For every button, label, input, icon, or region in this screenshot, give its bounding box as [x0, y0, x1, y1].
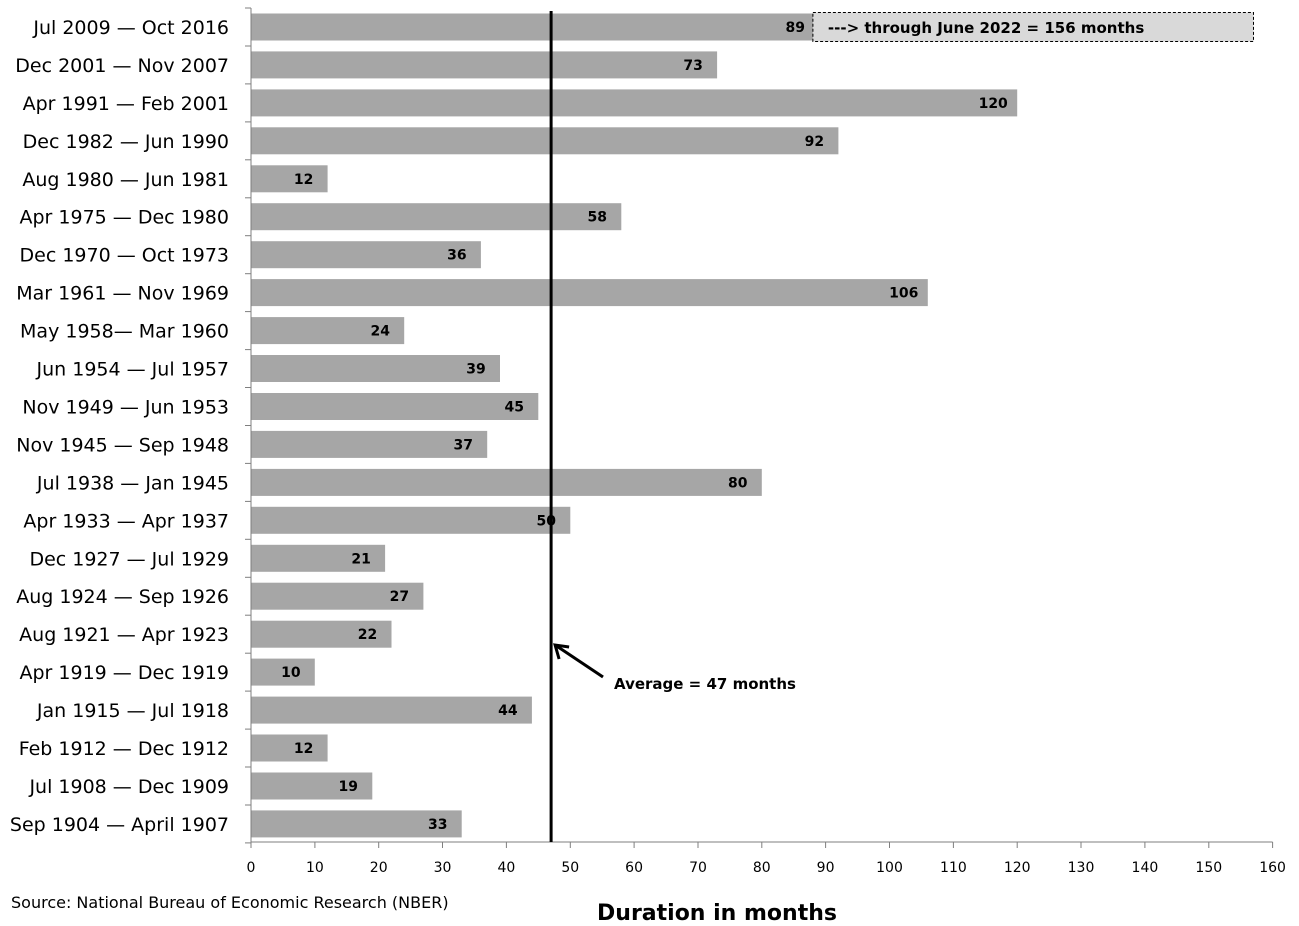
x-tick-label: 40 [497, 860, 515, 876]
x-tick-label: 20 [370, 860, 388, 876]
category-label: Sep 1904 — April 1907 [10, 814, 229, 836]
x-tick-label: 60 [625, 860, 643, 876]
x-tick-label: 30 [434, 860, 452, 876]
axes: Jul 2009 — Oct 2016 Dec 2001 — Nov 2007 Ap… [10, 7, 1286, 876]
average-label: Average = 47 months [614, 675, 796, 693]
bar-value-label: 27 [390, 589, 409, 605]
bar-value-label: 21 [351, 551, 370, 567]
bar [251, 506, 571, 534]
category-label: Dec 1927 — Jul 1929 [29, 548, 229, 570]
category-label: Nov 1949 — Jun 1953 [22, 397, 229, 419]
x-tick-label: 10 [306, 860, 324, 876]
bar-value-label: 50 [537, 513, 557, 529]
bar-value-label: 19 [339, 779, 358, 795]
average-arrow-head [553, 643, 570, 660]
bar [251, 13, 820, 41]
source-note: Source: National Bureau of Economic Rese… [11, 893, 449, 912]
x-axis-title: Duration in months [597, 901, 837, 926]
category-label: Apr 1919 — Dec 1919 [19, 662, 229, 684]
category-label: Jan 1915 — Jul 1918 [36, 700, 229, 722]
bar [251, 89, 1018, 117]
x-tick-label: 130 [1068, 860, 1095, 876]
bar [251, 734, 328, 762]
category-label: Nov 1945 — Sep 1948 [16, 434, 229, 456]
bar-value-label: 89 [786, 20, 805, 36]
bar-value-label: 120 [979, 96, 1008, 112]
bar-value-label: 39 [466, 362, 485, 378]
bar [251, 582, 424, 610]
category-label: Dec 1970 — Oct 1973 [20, 245, 229, 267]
category-label: Apr 1975 — Dec 1980 [19, 207, 229, 229]
x-tick-label: 0 [247, 860, 256, 876]
x-tick-label: 150 [1195, 860, 1222, 876]
category-label: Dec 1982 — Jun 1990 [23, 131, 229, 153]
bar-value-label: 44 [498, 703, 518, 719]
category-label: May 1958— Mar 1960 [20, 321, 229, 343]
bar-value-label: 12 [294, 741, 313, 757]
bar [251, 696, 532, 724]
x-tick-label: 120 [1004, 860, 1031, 876]
bar [251, 468, 762, 496]
bar [251, 51, 718, 79]
bar-value-label: 22 [358, 627, 377, 643]
average-arrow [554, 643, 604, 679]
category-label: Aug 1980 — Jun 1981 [22, 169, 229, 191]
category-label: Mar 1961 — Nov 1969 [16, 283, 229, 305]
bar-value-label: 80 [728, 475, 748, 491]
x-tick-label: 50 [561, 860, 579, 876]
bar-value-label: 36 [447, 248, 466, 264]
bar-value-label: 92 [805, 134, 824, 150]
bar-value-label: 58 [588, 210, 607, 226]
category-label: Jun 1954 — Jul 1957 [36, 359, 229, 381]
category-label: Aug 1921 — Apr 1923 [19, 624, 229, 646]
bar-value-label: 37 [453, 437, 472, 453]
bar [251, 203, 622, 231]
bar [251, 355, 500, 382]
bar-value-label: 106 [889, 286, 918, 302]
bar-value-label: 12 [294, 172, 313, 188]
bar-value-label: 45 [505, 400, 524, 416]
average-annotation: Average = 47 months [549, 11, 796, 842]
bar-value-label: 24 [370, 324, 390, 340]
bar [251, 772, 373, 800]
bars-layer: 89 73 120 92 12 58 36 106 24 39 45 37 80 50 21 27 22 10 44… [251, 13, 1018, 838]
category-label: Jul 1938 — Jan 1945 [36, 472, 229, 494]
x-tick-label: 80 [753, 860, 771, 876]
bar [251, 810, 462, 838]
bar [251, 241, 481, 269]
bar-value-label: 73 [683, 58, 702, 74]
bar-value-label: 10 [281, 665, 301, 681]
bar [251, 317, 405, 345]
bar [251, 393, 539, 420]
category-label: Aug 1924 — Sep 1926 [16, 586, 229, 608]
x-tick-label: 140 [1132, 860, 1159, 876]
category-label: Jul 2009 — Oct 2016 [32, 17, 229, 39]
extension-label: ---> through June 2022 = 156 months [828, 19, 1144, 37]
x-tick-label: 90 [817, 860, 835, 876]
bar-value-label: 33 [428, 817, 447, 833]
bar [251, 430, 488, 458]
category-label: Apr 1933 — Apr 1937 [23, 510, 229, 532]
bar [251, 544, 386, 572]
category-label: Apr 1991 — Feb 2001 [23, 93, 229, 115]
category-label: Feb 1912 — Dec 1912 [19, 738, 229, 760]
bar [251, 165, 328, 193]
extension-box [812, 12, 1255, 42]
bar [251, 658, 315, 686]
bar [251, 127, 839, 155]
x-tick-label: 160 [1259, 860, 1286, 876]
category-label: Jul 1908 — Dec 1909 [28, 776, 229, 798]
extension-annotation: ---> through June 2022 = 156 months [812, 12, 1255, 42]
x-tick-label: 70 [689, 860, 707, 876]
category-label: Dec 2001 — Nov 2007 [15, 55, 229, 77]
bar [251, 620, 392, 648]
x-tick-label: 100 [876, 860, 903, 876]
x-tick-label: 110 [940, 860, 967, 876]
bar [251, 279, 928, 307]
